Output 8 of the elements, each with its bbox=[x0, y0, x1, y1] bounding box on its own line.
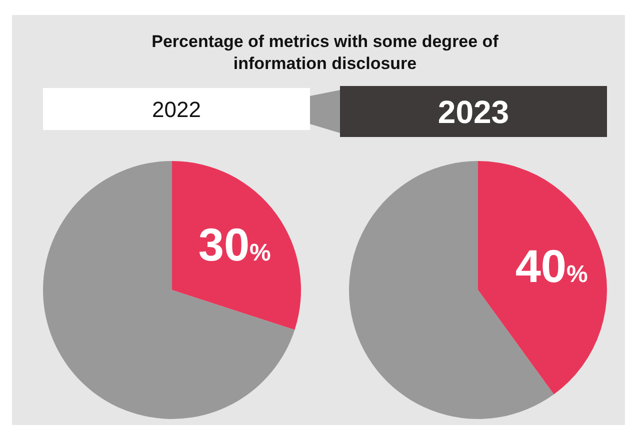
pie-slice bbox=[478, 161, 607, 394]
chart-subtitle: 2022 bbox=[152, 96, 201, 122]
chart-title: Percentage of metrics with some degree of information disclosure bbox=[152, 32, 499, 73]
chart-subtitle: 2023 bbox=[438, 94, 510, 130]
data-label: 40% bbox=[515, 240, 588, 292]
pie-slice bbox=[172, 161, 301, 330]
pie-slice bbox=[43, 161, 295, 419]
data-label: 30% bbox=[198, 218, 271, 271]
